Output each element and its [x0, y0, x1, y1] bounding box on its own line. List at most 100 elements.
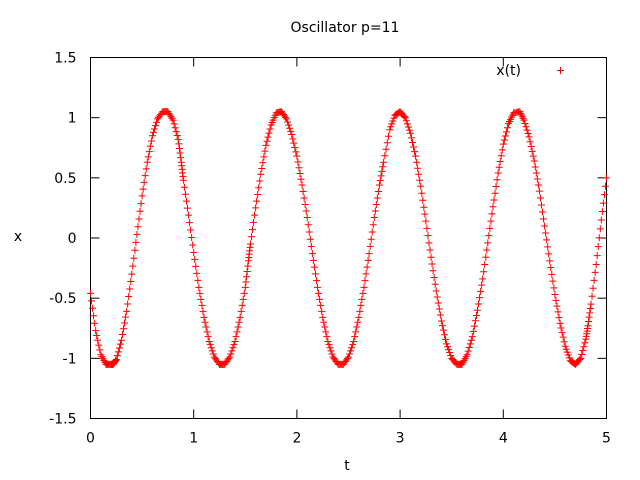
data-point — [477, 287, 485, 295]
y-tick-label: -0.5 — [49, 291, 76, 307]
data-point — [549, 277, 557, 285]
data-point — [405, 126, 413, 134]
data-point — [412, 152, 420, 160]
data-point — [551, 291, 559, 299]
data-point — [227, 350, 235, 358]
data-point — [320, 318, 328, 326]
data-point — [93, 331, 101, 339]
data-point — [594, 243, 602, 251]
data-point — [365, 250, 373, 258]
data-point — [529, 152, 537, 160]
data-point — [433, 293, 441, 301]
data-point — [580, 343, 588, 351]
data-point — [581, 339, 589, 347]
data-point — [443, 340, 451, 348]
data-point — [195, 283, 203, 291]
data-point — [438, 322, 446, 330]
data-point — [120, 325, 128, 333]
data-point — [415, 170, 423, 178]
data-point — [544, 243, 552, 251]
data-point — [554, 308, 562, 316]
data-point — [480, 268, 488, 276]
data-point — [388, 120, 396, 128]
data-point — [383, 139, 391, 147]
data-point — [389, 117, 397, 125]
data-point — [142, 165, 150, 173]
x-tick-label: 0 — [86, 431, 95, 447]
data-point — [296, 170, 304, 178]
data-point — [382, 145, 390, 153]
data-point — [436, 311, 444, 319]
data-point — [377, 172, 385, 180]
data-point — [499, 140, 507, 148]
data-point — [378, 167, 386, 175]
data-point — [418, 189, 426, 197]
x-tick-label: 2 — [292, 431, 301, 447]
data-point — [431, 280, 439, 288]
data-point — [364, 256, 372, 264]
data-point — [586, 305, 594, 313]
data-point — [346, 350, 354, 358]
data-point — [259, 159, 267, 167]
data-point — [483, 246, 491, 254]
data-point — [497, 152, 505, 160]
data-point — [439, 326, 447, 334]
data-point — [366, 242, 374, 250]
data-point — [562, 345, 570, 353]
data-point — [309, 256, 317, 264]
data-point — [423, 224, 431, 232]
data-point — [421, 210, 429, 218]
data-point — [593, 252, 601, 260]
data-point — [343, 355, 351, 363]
data-point — [229, 344, 237, 352]
data-point — [517, 109, 525, 117]
data-point — [90, 312, 98, 320]
data-point — [361, 277, 369, 285]
data-point — [235, 318, 243, 326]
data-point — [485, 232, 493, 240]
x-tick-label: 4 — [499, 431, 508, 447]
data-point — [478, 281, 486, 289]
data-point — [565, 354, 573, 362]
data-point — [390, 114, 398, 122]
data-point — [308, 250, 316, 258]
data-point — [253, 197, 261, 205]
data-point — [434, 299, 442, 307]
data-point — [400, 112, 408, 120]
data-point — [173, 131, 181, 139]
data-point — [152, 122, 160, 130]
data-point — [147, 137, 155, 145]
data-point — [406, 129, 414, 137]
data-point — [316, 295, 324, 303]
data-point — [327, 347, 335, 355]
data-point — [598, 208, 606, 216]
data-point — [133, 230, 141, 238]
data-point — [555, 314, 563, 322]
data-point — [180, 183, 188, 191]
data-point — [475, 300, 483, 308]
data-point — [236, 313, 244, 321]
data-point — [375, 181, 383, 189]
data-point — [481, 260, 489, 268]
data-point — [597, 216, 605, 224]
data-point — [136, 207, 144, 215]
data-point — [289, 135, 297, 143]
data-point — [153, 118, 161, 126]
data-point — [232, 333, 240, 341]
data-point — [322, 328, 330, 336]
data-point — [494, 169, 502, 177]
data-point — [226, 353, 234, 361]
data-point — [437, 317, 445, 325]
data-point — [490, 196, 498, 204]
data-point — [467, 336, 475, 344]
data-point — [407, 134, 415, 142]
chart-title: Oscillator p=11 — [291, 20, 400, 36]
data-point — [130, 254, 138, 262]
data-point — [357, 301, 365, 309]
data-point — [283, 115, 291, 123]
data-point — [419, 196, 427, 204]
data-point — [250, 218, 258, 226]
data-point — [239, 295, 247, 303]
x-tick-label: 5 — [602, 431, 611, 447]
legend-label: x(t) — [496, 63, 521, 79]
